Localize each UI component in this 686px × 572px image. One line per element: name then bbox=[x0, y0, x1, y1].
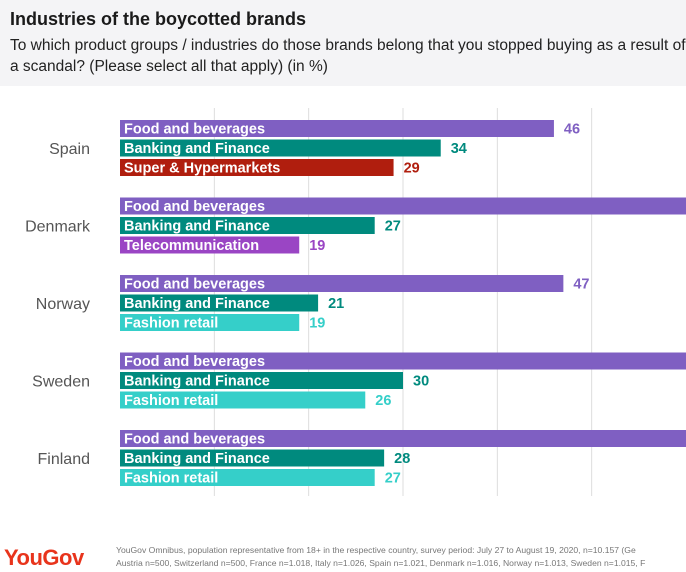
bar bbox=[120, 352, 686, 370]
bar bbox=[120, 197, 686, 215]
country-label: Norway bbox=[36, 296, 90, 313]
chart-header: Industries of the boycotted brands To wh… bbox=[0, 0, 686, 86]
chart-subtitle: To which product groups / industries do … bbox=[10, 37, 686, 75]
bar-category-label: Food and beverages bbox=[124, 122, 265, 138]
bar bbox=[120, 236, 300, 254]
bar bbox=[120, 372, 403, 389]
bar-value-label: 19 bbox=[309, 238, 325, 254]
bar-category-label: Banking and Finance bbox=[124, 296, 270, 312]
bar-value-label: 30 bbox=[413, 374, 429, 390]
bars: Food and beverages 46 Banking and Finance 3… bbox=[120, 120, 686, 487]
country-label: Sweden bbox=[32, 374, 90, 391]
bar bbox=[120, 294, 319, 312]
bar-category-label: Fashion retail bbox=[124, 393, 218, 409]
bar bbox=[120, 120, 554, 137]
yougov-logo: YouGov bbox=[4, 545, 84, 570]
source-note: YouGov Omnibus, population representativ… bbox=[116, 544, 686, 570]
bar-category-label: Super & Hypermarkets bbox=[124, 161, 280, 177]
bar-category-label: Banking and Finance bbox=[124, 451, 270, 467]
bar-value-label: 28 bbox=[394, 451, 410, 467]
bar bbox=[120, 430, 686, 447]
country-labels: Spain Denmark Norway Sweden Finland bbox=[25, 141, 91, 468]
source-line-1: YouGov Omnibus, population representativ… bbox=[116, 545, 636, 555]
source-line-2: Austria n=500, Switzerland n=500, France… bbox=[116, 558, 646, 568]
bar-category-label: Fashion retail bbox=[124, 316, 218, 332]
country-label: Denmark bbox=[25, 219, 91, 236]
bar-category-label: Food and beverages bbox=[124, 199, 265, 215]
bar-category-label: Food and beverages bbox=[124, 432, 265, 448]
bar-value-label: 47 bbox=[573, 277, 589, 293]
bar bbox=[120, 159, 394, 176]
bar bbox=[120, 217, 375, 234]
bar-value-label: 19 bbox=[309, 316, 325, 332]
bar-category-label: Banking and Finance bbox=[124, 219, 270, 235]
bar-value-label: 21 bbox=[328, 296, 344, 312]
bar bbox=[120, 275, 564, 292]
bar bbox=[120, 139, 441, 157]
bar-value-label: 26 bbox=[375, 393, 391, 409]
bar bbox=[120, 314, 300, 331]
bar-category-label: Food and beverages bbox=[124, 277, 265, 293]
bar-category-label: Telecommunication bbox=[124, 238, 259, 254]
bar-value-label: 46 bbox=[564, 122, 580, 138]
bar-category-label: Banking and Finance bbox=[124, 374, 270, 390]
bar-category-label: Banking and Finance bbox=[124, 141, 270, 157]
bar-value-label: 29 bbox=[404, 161, 420, 177]
country-label: Spain bbox=[49, 141, 90, 158]
bar-value-label: 34 bbox=[451, 141, 467, 157]
chart-title: Industries of the boycotted brands bbox=[10, 9, 307, 29]
country-label: Finland bbox=[38, 451, 90, 468]
bar-category-label: Fashion retail bbox=[124, 471, 218, 487]
bar-value-label: 27 bbox=[385, 219, 401, 235]
bar bbox=[120, 469, 375, 486]
bar-chart: Spain Denmark Norway Sweden Finland Food and… bbox=[25, 108, 686, 496]
bar bbox=[120, 449, 385, 467]
bar-value-label: 27 bbox=[385, 471, 401, 487]
bar-category-label: Food and beverages bbox=[124, 354, 265, 370]
bar bbox=[120, 391, 366, 409]
